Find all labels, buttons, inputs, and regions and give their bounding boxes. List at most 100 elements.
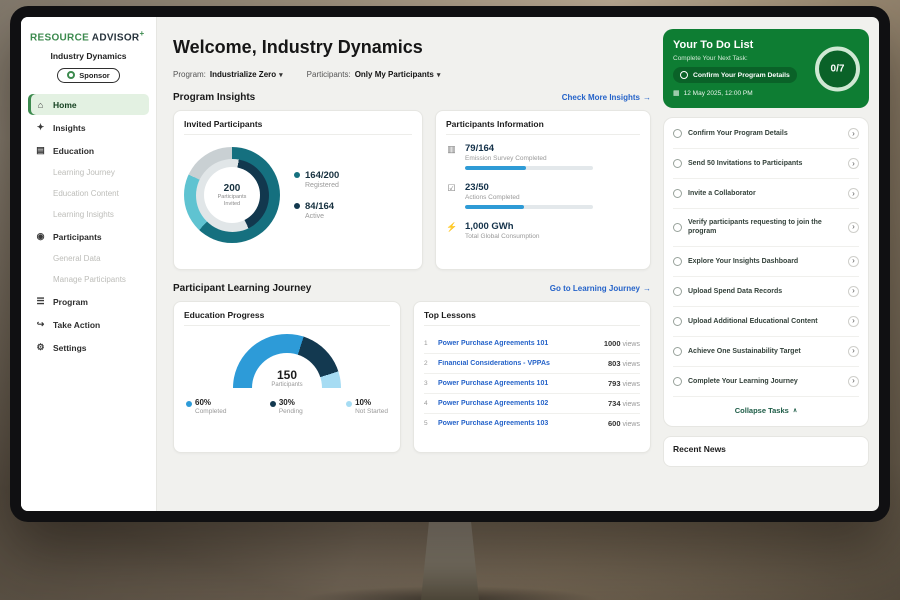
calendar-icon: ▦ [673, 90, 680, 97]
todo-progress-value: 0/7 [830, 63, 845, 74]
task-label: Explore Your Insights Dashboard [688, 257, 799, 265]
task-label: Invite a Collaborator [688, 189, 756, 197]
checkbox-circle-icon[interactable] [673, 376, 682, 386]
program-insights-header: Program Insights Check More Insights → [173, 92, 651, 103]
task-item-complete-learning-journey[interactable]: Complete Your Learning Journey › [673, 367, 859, 397]
legend-value: 60% [195, 398, 212, 407]
chevron-right-icon[interactable]: › [848, 285, 859, 297]
task-item-confirm-program[interactable]: Confirm Your Program Details › [673, 119, 859, 149]
checkbox-circle-icon[interactable] [673, 189, 682, 198]
go-to-learning-journey-link[interactable]: Go to Learning Journey → [550, 284, 651, 293]
sidebar-item-education[interactable]: ▤ Education [28, 140, 149, 161]
checkbox-circle-icon[interactable] [673, 222, 682, 232]
task-item-upload-spend-data[interactable]: Upload Spend Data Records › [673, 277, 859, 307]
sidebar-item-home[interactable]: ⌂ Home [28, 94, 149, 116]
sidebar-item-label: Education Content [53, 189, 119, 199]
sidebar-item-education-content[interactable]: Education Content [28, 184, 149, 203]
chevron-right-icon[interactable]: › [848, 188, 859, 199]
task-item-achieve-target[interactable]: Achieve One Sustainability Target › [673, 337, 859, 367]
todo-panel: Your To Do List Complete Your Next Task:… [663, 17, 879, 511]
chevron-right-icon[interactable]: › [848, 221, 859, 233]
section-title-learning-journey: Participant Learning Journey [173, 283, 312, 294]
invited-donut-inner-ring: 200 Participants Invited [195, 158, 269, 232]
sidebar-item-learning-insights[interactable]: Learning Insights [28, 205, 149, 224]
brand-secondary: ADVISOR [91, 32, 140, 44]
lesson-row: 1 Power Purchase Agreements 101 1000 vie… [424, 334, 640, 354]
task-item-verify-participants[interactable]: Verify participants requesting to join t… [673, 209, 859, 247]
sponsor-badge-wrap: Sponsor [28, 66, 149, 84]
participants-information-card: Participants Information ▥ 79/164 Emissi… [435, 110, 651, 270]
lesson-rank: 1 [424, 340, 428, 347]
checkbox-circle-icon[interactable] [673, 159, 682, 168]
sidebar-item-learning-journey[interactable]: Learning Journey [28, 163, 149, 182]
sidebar-item-take-action[interactable]: ↪ Take Action [28, 314, 149, 335]
sponsor-badge[interactable]: Sponsor [57, 67, 120, 83]
checkbox-circle-icon[interactable] [673, 129, 682, 138]
participants-select[interactable]: Only My Participants ▾ [355, 70, 441, 79]
next-task-pill[interactable]: Confirm Your Program Details [673, 67, 797, 83]
sidebar-item-insights[interactable]: ✦ Insights [28, 117, 149, 138]
sidebar-item-program[interactable]: ☰ Program [28, 291, 149, 312]
sidebar-item-settings[interactable]: ⚙ Settings [28, 337, 149, 358]
program-icon: ☰ [36, 296, 45, 307]
take-action-icon: ↪ [36, 319, 45, 330]
checkbox-circle-icon[interactable] [673, 316, 682, 326]
due-date: 12 May 2025, 12:00 PM [683, 89, 753, 97]
program-filter: Program: Industrialize Zero ▾ [173, 70, 283, 79]
legend-value: 84/164 [305, 201, 335, 212]
learning-journey-header: Participant Learning Journey Go to Learn… [173, 283, 651, 294]
task-item-upload-educational-content[interactable]: Upload Additional Educational Content › [673, 307, 859, 337]
checkbox-circle-icon[interactable] [673, 256, 682, 266]
stat-global-consumption: ⚡ 1,000 GWh Total Global Consumption [446, 221, 640, 240]
task-item-explore-insights[interactable]: Explore Your Insights Dashboard › [673, 247, 859, 277]
task-item-send-invitations[interactable]: Send 50 Invitations to Participants › [673, 149, 859, 179]
chevron-right-icon[interactable]: › [848, 345, 859, 357]
learning-cards-row: Education Progress 150 Participants 60 [173, 301, 651, 453]
card-title: Invited Participants [184, 119, 412, 135]
arrow-right-icon: → [643, 93, 651, 102]
todo-subtitle: Complete Your Next Task: [673, 55, 748, 62]
invited-donut-center: 200 Participants Invited [204, 167, 260, 223]
legend-item-completed: 60% Completed [186, 398, 226, 415]
legend-item-registered: 164/200 Registered [294, 170, 339, 189]
invited-total: 200 [223, 182, 241, 194]
lesson-link[interactable]: Power Purchase Agreements 103 [438, 420, 549, 427]
chevron-right-icon[interactable]: › [848, 315, 859, 327]
participants-select-value: Only My Participants [354, 70, 434, 79]
task-list-card: Confirm Your Program Details › Send 50 I… [663, 117, 869, 427]
sponsor-icon [67, 71, 76, 80]
sidebar-item-label: Program [53, 296, 88, 307]
collapse-tasks-button[interactable]: Collapse Tasks ∧ [673, 397, 859, 425]
gauge-value: 150 [276, 367, 298, 382]
program-select[interactable]: Industrialize Zero ▾ [210, 70, 283, 79]
stat-value: 23/50 [465, 182, 489, 193]
chevron-down-icon: ▾ [436, 71, 441, 79]
lesson-link[interactable]: Power Purchase Agreements 102 [438, 400, 549, 407]
chevron-down-icon: ▾ [279, 71, 283, 79]
lesson-link[interactable]: Power Purchase Agreements 101 [438, 340, 549, 347]
stat-value: 79/164 [465, 143, 495, 154]
checkbox-circle-icon [680, 71, 688, 79]
brand-plus: + [139, 29, 145, 38]
chevron-right-icon[interactable]: › [848, 158, 859, 169]
checkbox-circle-icon[interactable] [673, 346, 682, 356]
collapse-label: Collapse Tasks [734, 405, 789, 415]
lesson-link[interactable]: Financial Considerations - VPPAs [438, 360, 550, 367]
checkbox-circle-icon[interactable] [673, 286, 682, 296]
task-label: Verify participants requesting to join t… [688, 219, 822, 236]
check-more-insights-link[interactable]: Check More Insights → [562, 93, 651, 102]
sidebar-item-participants[interactable]: ◉ Participants [28, 226, 149, 247]
legend-value: 10% [355, 398, 372, 407]
task-label: Achieve One Sustainability Target [688, 347, 801, 355]
stat-label: Actions Completed [465, 194, 520, 201]
sidebar-item-manage-participants[interactable]: Manage Participants [28, 270, 149, 289]
chevron-right-icon[interactable]: › [848, 255, 859, 267]
link-label: Check More Insights [561, 93, 640, 102]
sidebar-item-general-data[interactable]: General Data [28, 249, 149, 268]
lesson-link[interactable]: Power Purchase Agreements 101 [438, 380, 549, 387]
chevron-right-icon[interactable]: › [848, 128, 859, 139]
task-item-invite-collaborator[interactable]: Invite a Collaborator › [673, 179, 859, 209]
sidebar-nav: ⌂ Home ✦ Insights ▤ Education Learning J… [28, 94, 149, 358]
lesson-views: 734 views [608, 399, 640, 408]
chevron-right-icon[interactable]: › [848, 375, 859, 387]
